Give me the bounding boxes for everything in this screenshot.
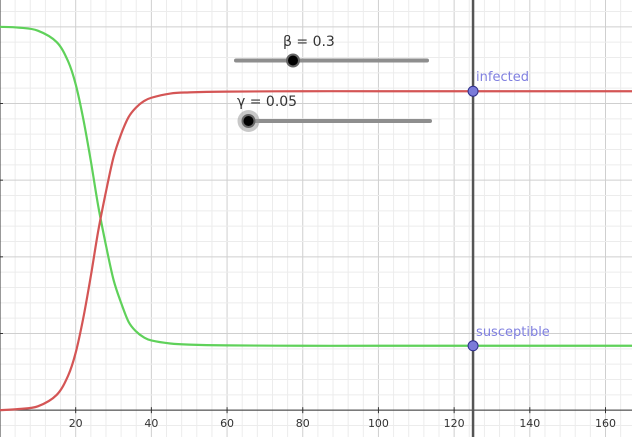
infected-label: infected (476, 70, 529, 85)
x-tick-label: 120 (444, 417, 465, 430)
gamma-slider-label: γ = 0.05 (237, 94, 297, 110)
x-tick-label: 40 (144, 417, 158, 430)
x-tick-label: 160 (595, 417, 616, 430)
infected-point[interactable] (467, 85, 479, 97)
x-tick-label: 100 (368, 417, 389, 430)
gamma-slider[interactable]: γ = 0.05 (237, 94, 432, 132)
x-tick-label: 20 (69, 417, 83, 430)
beta-slider-knob[interactable] (286, 53, 300, 68)
x-tick-label: 140 (519, 417, 540, 430)
points[interactable]: infected susceptible (467, 70, 550, 352)
susceptible-point[interactable] (467, 340, 479, 352)
susceptible-label: susceptible (476, 325, 550, 340)
beta-slider[interactable]: β = 0.3 (234, 34, 429, 68)
beta-slider-label: β = 0.3 (283, 34, 335, 50)
tick-labels: 0204060801001201401600.20.40.60.81 (69, 417, 616, 430)
infected-curve (0, 90, 632, 412)
susceptible-curve (0, 25, 632, 347)
x-tick-label: 60 (220, 417, 234, 430)
curves (0, 25, 632, 412)
gamma-slider-knob[interactable] (241, 114, 256, 128)
x-tick-label: 80 (296, 417, 310, 430)
